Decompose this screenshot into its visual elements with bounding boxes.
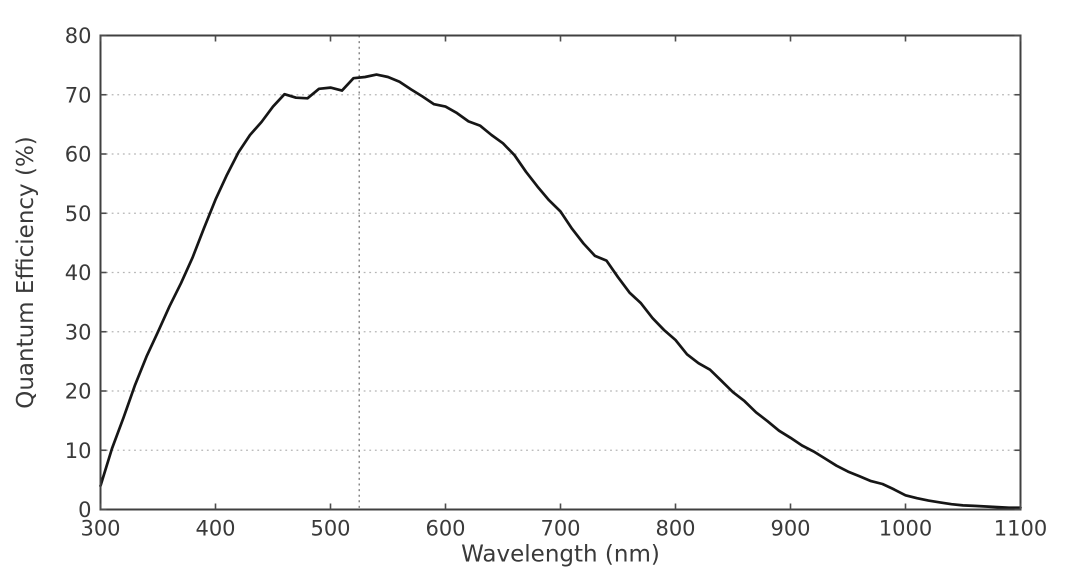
y-tick-label: 20 — [65, 380, 92, 404]
y-tick-label: 50 — [65, 202, 92, 226]
x-tick-label: 700 — [540, 517, 580, 541]
qe-curve-group — [99, 73, 1022, 510]
axis-ticks — [99, 34, 1022, 511]
tick-labels: 300 400 500 600 700 800 900 1000 1100 0 10 20 30 40 50… — [65, 24, 1047, 541]
x-tick-label: 300 — [80, 517, 120, 541]
x-tick-label: 500 — [310, 517, 350, 541]
x-tick-label: 800 — [655, 517, 695, 541]
y-tick-label: 40 — [65, 261, 92, 285]
x-tick-label: 1100 — [994, 517, 1047, 541]
x-axis-label: Wavelength (nm) — [461, 542, 660, 568]
y-axis-label: Quantum Efficiency (%) — [13, 136, 39, 409]
x-tick-label: 900 — [770, 517, 810, 541]
y-tick-label: 80 — [65, 24, 92, 48]
y-tick-label: 10 — [65, 439, 92, 463]
y-tick-label: 30 — [65, 320, 92, 344]
y-gridlines — [100, 94, 1021, 451]
y-tick-label: 0 — [78, 498, 91, 522]
x-tick-label: 1000 — [879, 517, 932, 541]
y-tick-label: 60 — [65, 143, 92, 167]
qe-curve — [99, 73, 1022, 510]
x-tick-label: 600 — [425, 517, 465, 541]
x-tick-label: 400 — [195, 517, 235, 541]
y-tick-label: 70 — [65, 83, 92, 107]
